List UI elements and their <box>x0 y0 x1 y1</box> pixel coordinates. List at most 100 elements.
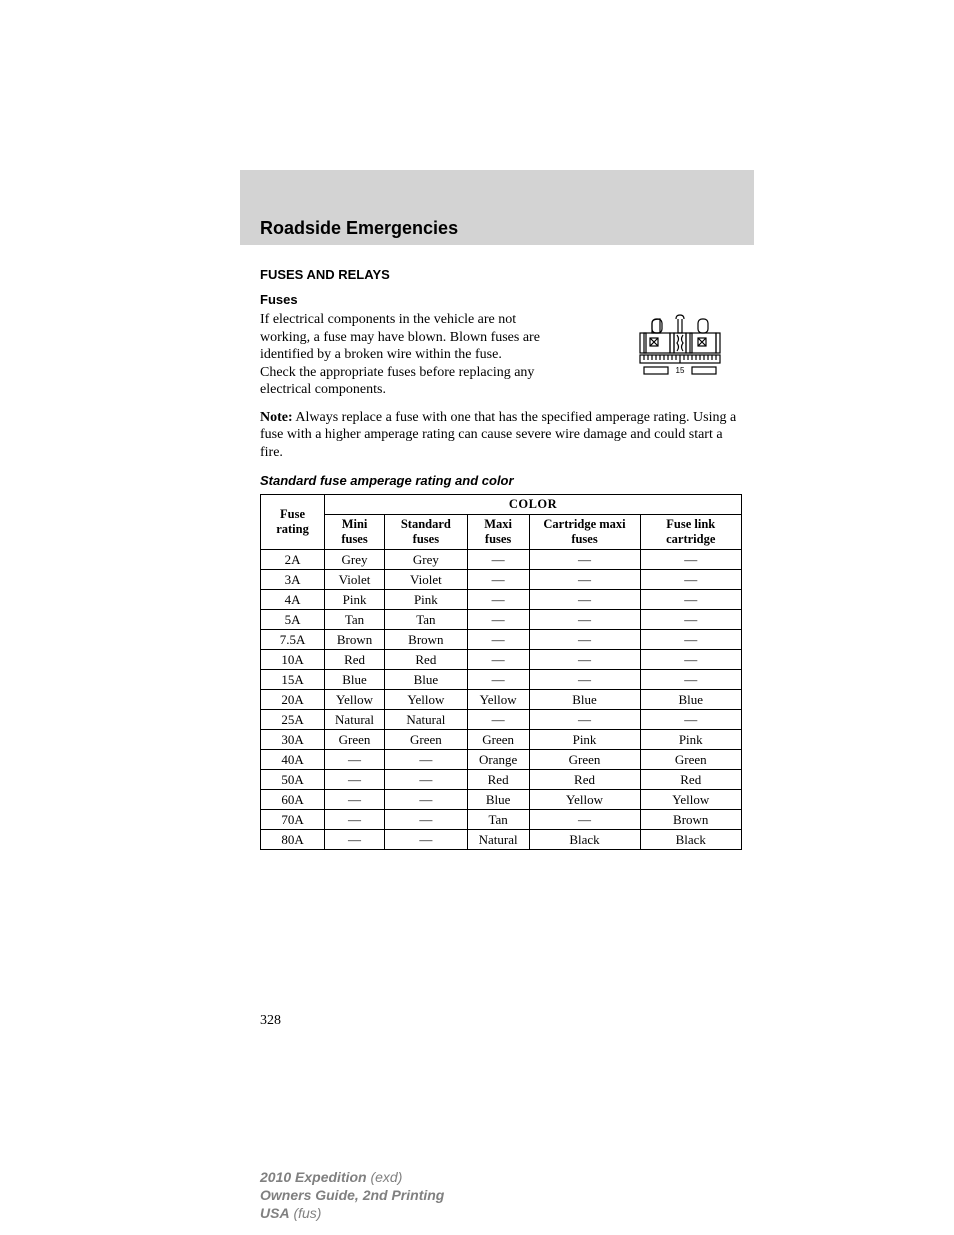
table-cell: Natural <box>385 710 468 730</box>
table-cell: — <box>325 790 385 810</box>
table-row: 7.5ABrownBrown——— <box>261 630 742 650</box>
table-cell: Green <box>467 730 529 750</box>
table-cell: Red <box>385 650 468 670</box>
table-cell: — <box>467 590 529 610</box>
table-cell: — <box>325 750 385 770</box>
section-title: Roadside Emergencies <box>260 218 458 239</box>
footer-line-3: USA (fus) <box>260 1204 444 1222</box>
table-cell: Black <box>529 830 640 850</box>
table-cell: — <box>640 550 742 570</box>
table-cell: Brown <box>640 810 742 830</box>
table-cell: Yellow <box>467 690 529 710</box>
table-cell: — <box>467 710 529 730</box>
table-cell: 15A <box>261 670 325 690</box>
table-cell: 40A <box>261 750 325 770</box>
table-cell: 30A <box>261 730 325 750</box>
table-cell: Grey <box>385 550 468 570</box>
table-cell: — <box>640 710 742 730</box>
table-row: 20AYellowYellowYellowBlueBlue <box>261 690 742 710</box>
table-cell: Blue <box>640 690 742 710</box>
table-cell: — <box>640 670 742 690</box>
table-row: 3AVioletViolet——— <box>261 570 742 590</box>
table-cell: — <box>467 550 529 570</box>
table-cell: — <box>640 610 742 630</box>
note-paragraph: Note: Always replace a fuse with one tha… <box>260 409 742 462</box>
fuse-color-table: Fuse rating COLOR Mini fuses Standard fu… <box>260 494 742 850</box>
table-cell: Grey <box>325 550 385 570</box>
table-cell: — <box>640 570 742 590</box>
col-header-cartridge: Cartridge maxi fuses <box>529 515 640 550</box>
col-header-fuse-rating: Fuse rating <box>261 495 325 550</box>
table-cell: — <box>385 750 468 770</box>
note-body: Always replace a fuse with one that has … <box>260 410 736 460</box>
table-cell: Pink <box>325 590 385 610</box>
table-cell: Blue <box>325 670 385 690</box>
table-row: 50A——RedRedRed <box>261 770 742 790</box>
table-cell: Green <box>385 730 468 750</box>
footer-line-2: Owners Guide, 2nd Printing <box>260 1186 444 1204</box>
table-cell: Natural <box>325 710 385 730</box>
col-header-standard: Standard fuses <box>385 515 468 550</box>
table-cell: — <box>640 630 742 650</box>
table-cell: — <box>325 830 385 850</box>
table-cell: — <box>385 770 468 790</box>
table-row: 40A——OrangeGreenGreen <box>261 750 742 770</box>
page-number: 328 <box>260 1013 281 1029</box>
table-cell: — <box>529 650 640 670</box>
table-cell: — <box>529 710 640 730</box>
table-cell: — <box>529 610 640 630</box>
table-cell: — <box>385 790 468 810</box>
table-cell: 20A <box>261 690 325 710</box>
table-row: 15ABlueBlue——— <box>261 670 742 690</box>
table-cell: Blue <box>467 790 529 810</box>
table-cell: — <box>467 570 529 590</box>
table-row: 80A——NaturalBlackBlack <box>261 830 742 850</box>
table-cell: Yellow <box>640 790 742 810</box>
table-cell: Red <box>529 770 640 790</box>
col-header-color: COLOR <box>325 495 742 515</box>
content-area: FUSES AND RELAYS Fuses If electrical com… <box>260 267 742 850</box>
table-cell: — <box>529 810 640 830</box>
table-cell: Tan <box>385 610 468 630</box>
table-cell: — <box>325 770 385 790</box>
table-cell: 50A <box>261 770 325 790</box>
col-header-fuselink: Fuse link cartridge <box>640 515 742 550</box>
intro-block: If electrical components in the vehicle … <box>260 311 742 399</box>
table-cell: — <box>467 630 529 650</box>
table-cell: Pink <box>529 730 640 750</box>
table-cell: Brown <box>325 630 385 650</box>
table-cell: Orange <box>467 750 529 770</box>
fuse-diagram-label: 15 <box>676 366 685 375</box>
table-cell: 10A <box>261 650 325 670</box>
table-cell: — <box>467 670 529 690</box>
table-cell: — <box>325 810 385 830</box>
table-title: Standard fuse amperage rating and color <box>260 473 742 488</box>
table-cell: 7.5A <box>261 630 325 650</box>
note-label: Note: <box>260 410 293 425</box>
table-row: 70A——Tan—Brown <box>261 810 742 830</box>
col-header-maxi: Maxi fuses <box>467 515 529 550</box>
table-row: 5ATanTan——— <box>261 610 742 630</box>
table-cell: 3A <box>261 570 325 590</box>
header-band: Roadside Emergencies <box>240 170 754 245</box>
table-cell: 25A <box>261 710 325 730</box>
subheading-fuses: Fuses <box>260 292 742 307</box>
table-cell: Blue <box>529 690 640 710</box>
table-cell: 80A <box>261 830 325 850</box>
table-cell: — <box>640 590 742 610</box>
table-cell: Violet <box>325 570 385 590</box>
table-cell: Green <box>640 750 742 770</box>
table-cell: Natural <box>467 830 529 850</box>
table-cell: Brown <box>385 630 468 650</box>
table-row: 30AGreenGreenGreenPinkPink <box>261 730 742 750</box>
table-cell: 5A <box>261 610 325 630</box>
table-cell: Yellow <box>529 790 640 810</box>
table-cell: Blue <box>385 670 468 690</box>
footer-line-1: 2010 Expedition (exd) <box>260 1168 444 1186</box>
table-cell: 2A <box>261 550 325 570</box>
heading-fuses-relays: FUSES AND RELAYS <box>260 267 742 282</box>
footer: 2010 Expedition (exd) Owners Guide, 2nd … <box>260 1168 444 1223</box>
table-cell: Red <box>640 770 742 790</box>
col-header-mini: Mini fuses <box>325 515 385 550</box>
table-row: 25ANaturalNatural——— <box>261 710 742 730</box>
